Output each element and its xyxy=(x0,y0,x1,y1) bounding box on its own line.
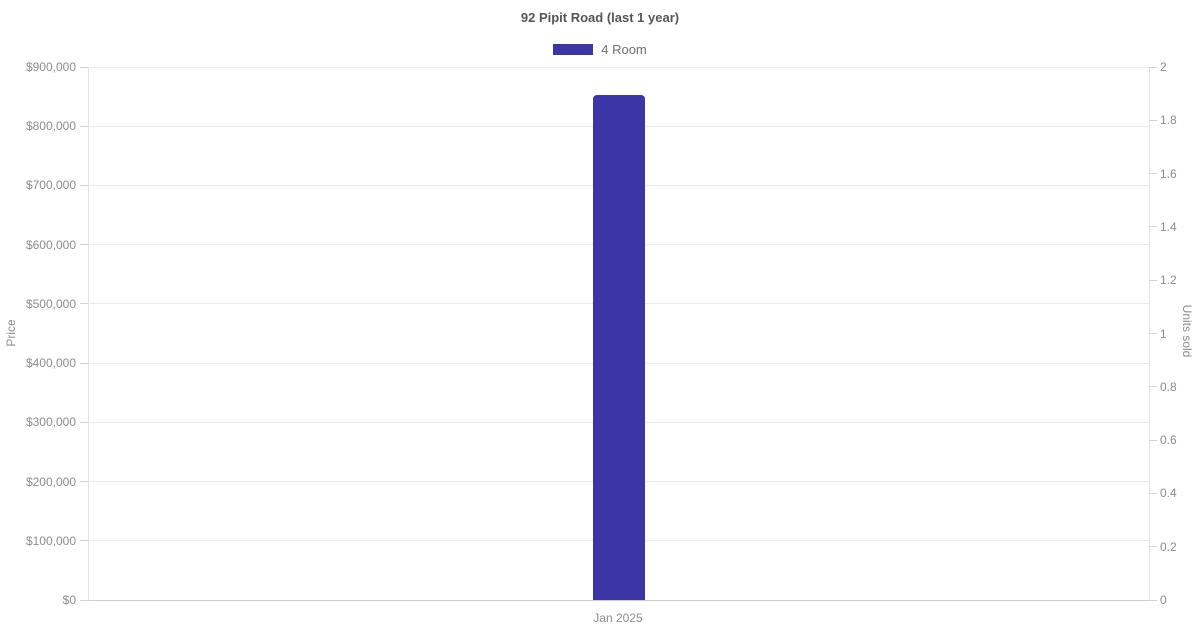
y-tick-label-right: 1.6 xyxy=(1160,166,1177,181)
y-axis-left-tick xyxy=(80,362,88,364)
bar-4-room-jan-2025[interactable] xyxy=(593,95,645,600)
y-axis-right-tick xyxy=(1149,546,1157,548)
y-tick-label-left: $100,000 xyxy=(25,533,76,548)
y-tick-label-right: 0.8 xyxy=(1160,379,1177,394)
y-axis-left-tick xyxy=(80,244,88,246)
y-tick-label-right: 2 xyxy=(1160,60,1167,74)
y-axis-left-tick xyxy=(80,66,88,68)
y-tick-label-right: 0.6 xyxy=(1160,433,1177,448)
y-axis-right-tick xyxy=(1149,66,1157,68)
y-tick-label-right: 0.2 xyxy=(1160,539,1177,554)
y-tick-label-left: $300,000 xyxy=(25,415,76,430)
y-tick-label-left: $600,000 xyxy=(25,237,76,252)
gridline xyxy=(89,66,1149,68)
y-axis-left-tick xyxy=(80,303,88,305)
y-axis-label-price: Price xyxy=(4,319,18,347)
y-axis-right-tick xyxy=(1149,386,1157,388)
y-axis-right-tick xyxy=(1149,119,1157,121)
y-tick-label-right: 1.8 xyxy=(1160,113,1177,128)
y-axis-right-tick xyxy=(1149,333,1157,334)
y-tick-label-right: 1.2 xyxy=(1160,273,1177,288)
y-axis-left-tick xyxy=(80,184,88,186)
chart-title: 92 Pipit Road (last 1 year) xyxy=(520,10,680,25)
y-axis-left-tick xyxy=(80,540,88,542)
y-tick-label-right: 1 xyxy=(1160,326,1167,341)
y-axis-left-tick xyxy=(80,481,88,483)
y-axis-left-tick xyxy=(80,421,88,423)
y-tick-label-left: $900,000 xyxy=(25,60,76,74)
y-axis-left-tick xyxy=(80,599,88,601)
y-tick-label-right: 0 xyxy=(1160,593,1167,607)
legend-item-4-room[interactable]: 4 Room xyxy=(553,42,647,57)
y-axis-right-tick xyxy=(1149,226,1157,228)
y-tick-label-left: $700,000 xyxy=(25,178,76,193)
y-axis-left-tick xyxy=(80,125,88,127)
y-tick-label-right: 0.4 xyxy=(1160,486,1177,501)
x-tick-label: Jan 2025 xyxy=(593,611,643,625)
y-axis-right-tick xyxy=(1149,279,1157,281)
plot-area xyxy=(88,66,1150,601)
legend-label: 4 Room xyxy=(601,42,647,57)
y-tick-label-left: $200,000 xyxy=(25,474,76,489)
y-tick-label-left: $0 xyxy=(62,593,76,607)
y-axis-right-tick xyxy=(1149,492,1157,494)
y-axis-right-tick xyxy=(1149,173,1157,175)
y-tick-label-left: $500,000 xyxy=(25,296,76,311)
y-tick-label-left: $400,000 xyxy=(25,356,76,371)
legend-swatch xyxy=(553,44,594,55)
legend: 4 Room xyxy=(0,42,1200,57)
y-axis-right-tick xyxy=(1149,599,1157,601)
y-tick-label-right: 1.4 xyxy=(1160,219,1177,234)
y-tick-label-left: $800,000 xyxy=(25,119,76,134)
y-axis-right-tick xyxy=(1149,439,1157,441)
